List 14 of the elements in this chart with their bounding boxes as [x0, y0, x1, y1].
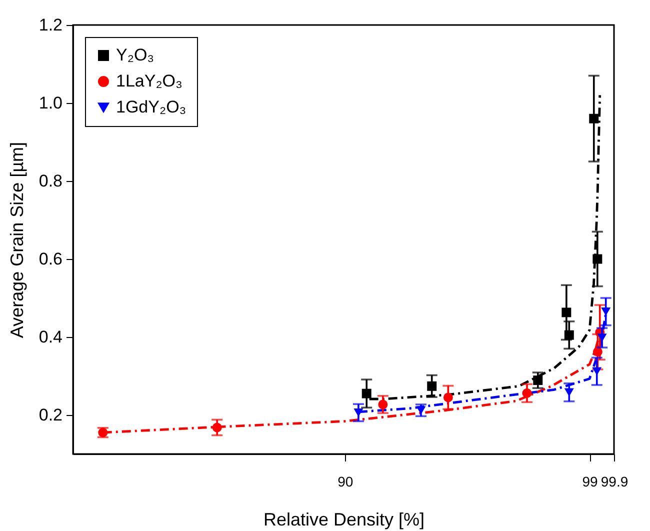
legend-label: Y₂O₃: [116, 46, 154, 64]
y-tick-label: 0.6: [38, 250, 62, 268]
legend-label: 1LaY₂O₃: [116, 72, 182, 90]
x-axis-title: Relative Density [%]: [263, 510, 425, 530]
y-tick-label: 0.4: [38, 328, 62, 346]
y-tick-label: 1.2: [38, 16, 62, 34]
y-tick-label: 0.2: [38, 406, 62, 424]
x-tick-label: 90: [338, 474, 354, 490]
y-tick-label: 0.8: [38, 172, 62, 190]
y-tick-label: 1.0: [38, 94, 62, 112]
y-axis-title: Average Grain Size [µm]: [6, 142, 27, 338]
x-tick-label: 99.9: [600, 474, 628, 490]
legend-label: 1GdY₂O₃: [116, 98, 186, 116]
x-tick-label: 99: [582, 474, 598, 490]
